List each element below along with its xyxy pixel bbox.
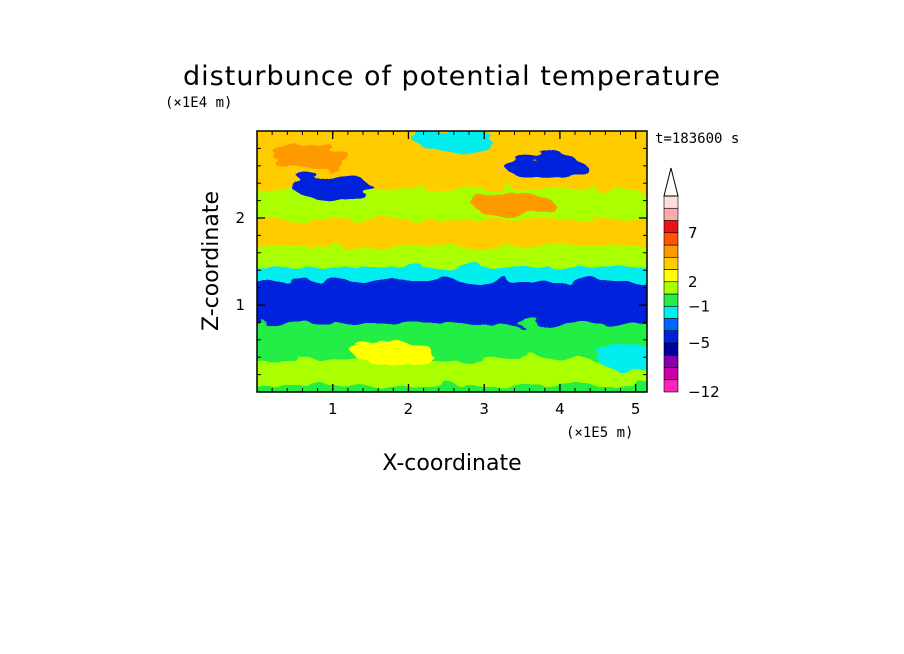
colorbar-swatch [663, 220, 679, 234]
colorbar-label: −1 [688, 297, 710, 315]
colorbar-swatch [663, 367, 679, 381]
colorbar-swatch [663, 330, 679, 344]
x-tick-label: 5 [631, 400, 641, 418]
x-scale-label: (×1E5 m) [566, 425, 633, 441]
contour-blob [270, 145, 351, 170]
colorbar: −12−5−127 [663, 167, 720, 401]
y-tick-label: 1 [235, 296, 245, 314]
x-tick-label: 2 [404, 400, 414, 418]
colorbar-swatch [663, 318, 679, 332]
colorbar-swatch [663, 354, 679, 368]
colorbar-swatch [663, 342, 679, 356]
colorbar-swatch [663, 195, 679, 209]
y-tick-label: 2 [235, 209, 245, 227]
contour-blob [353, 340, 434, 365]
contour-blob [504, 153, 585, 178]
y-axis: 12 [235, 147, 647, 376]
contour-blob [474, 192, 555, 217]
colorbar-swatch [663, 256, 679, 270]
contour-plot [257, 131, 647, 392]
contour-blob [595, 345, 647, 370]
contour-blob [292, 175, 373, 200]
y-scale-label: (×1E4 m) [165, 95, 232, 111]
colorbar-swatch [663, 379, 679, 393]
plot-frame [256, 130, 648, 393]
x-tick-label: 4 [555, 400, 565, 418]
chart-title: disturbunce of potential temperature [183, 61, 721, 92]
x-axis: 1 2 3 4 5 [271, 131, 641, 418]
contour-blob [413, 131, 494, 152]
colorbar-swatch [663, 232, 679, 246]
colorbar-label: −5 [688, 334, 710, 352]
colorbar-label: −12 [688, 383, 720, 401]
colorbar-swatch [663, 269, 679, 283]
colorbar-swatch [663, 305, 679, 319]
colorbar-label: 7 [688, 224, 698, 242]
colorbar-swatch [663, 281, 679, 295]
x-tick-label: 3 [479, 400, 489, 418]
colorbar-extend-arrow [663, 167, 679, 197]
colorbar-swatch [663, 293, 679, 307]
colorbar-swatch [663, 244, 679, 258]
time-label: t=183600 s [655, 131, 739, 147]
x-axis-label: X-coordinate [382, 451, 521, 476]
colorbar-label: 2 [688, 273, 698, 291]
x-tick-label: 1 [328, 400, 338, 418]
y-axis-label: Z-coordinate [199, 191, 224, 331]
colorbar-swatch [663, 207, 679, 221]
